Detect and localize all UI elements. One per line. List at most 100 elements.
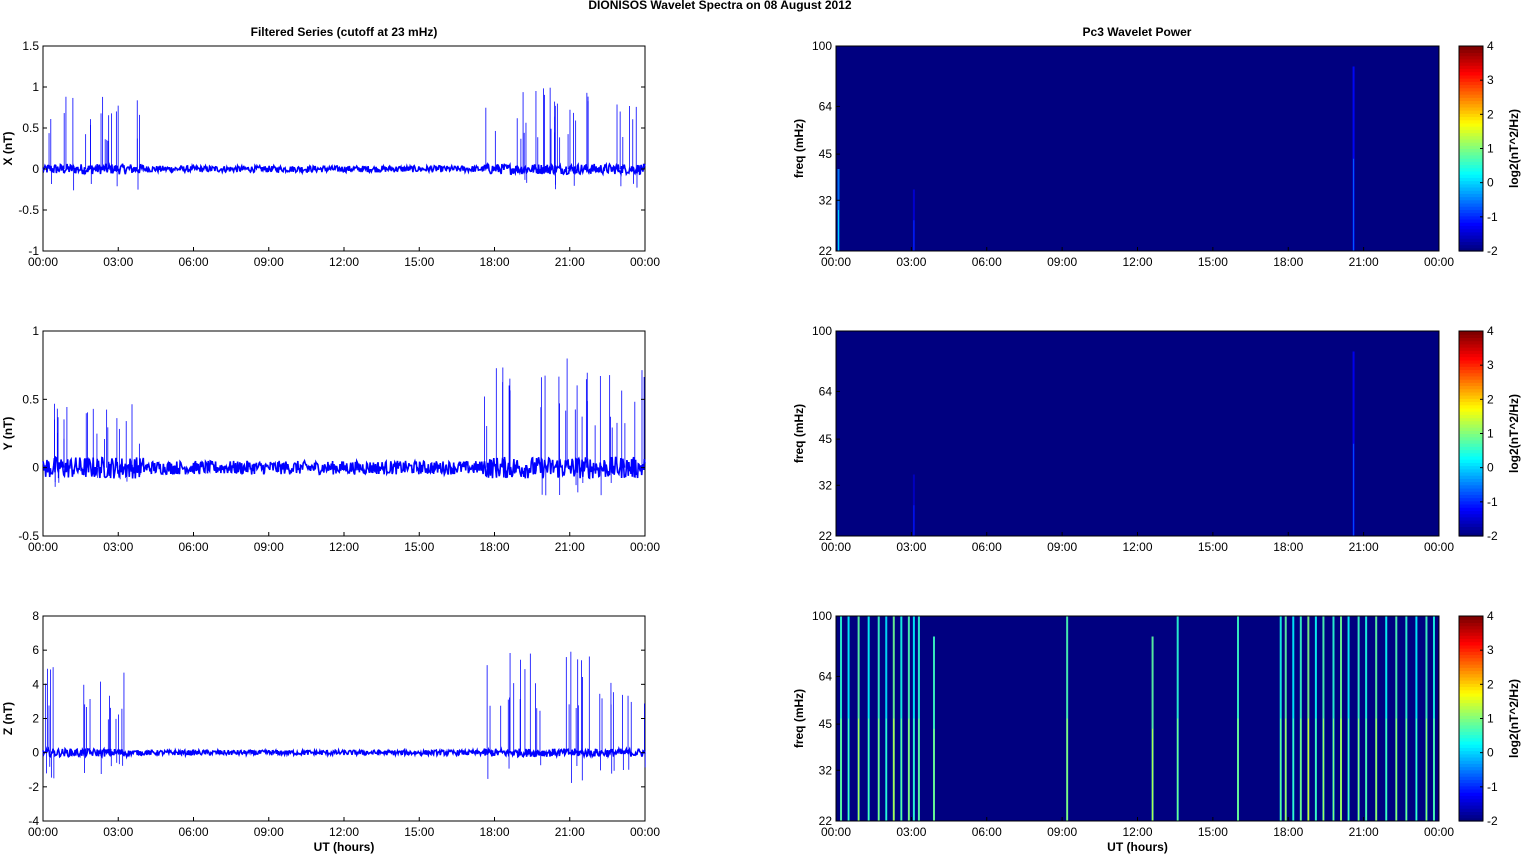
noise-line <box>42 745 646 760</box>
colorbar-segment <box>1459 702 1483 707</box>
ytick-label: 22 <box>819 529 833 543</box>
wavelet-xtick-label: 06:00 <box>972 825 1002 839</box>
colorbar-segment <box>1459 436 1483 441</box>
colorbar-segment <box>1459 46 1483 50</box>
series-xtick-label: 21:00 <box>555 255 585 269</box>
colorbar-segment <box>1459 177 1483 182</box>
wavelet-xlabel: UT (hours) <box>1107 840 1168 854</box>
power-streak-core <box>1385 718 1387 821</box>
series-xtick-label: 06:00 <box>178 825 208 839</box>
colorbar-label: log2(nT^2/Hz) <box>1507 109 1521 188</box>
power-streak-core <box>1353 443 1355 536</box>
wavelet-xtick-label: 12:00 <box>1122 255 1152 269</box>
colorbar-segment <box>1459 532 1483 537</box>
colorbar-segment <box>1459 516 1483 521</box>
ytick-label: 45 <box>819 717 833 731</box>
colorbar-segment <box>1459 369 1483 374</box>
colorbar-segment <box>1459 728 1483 732</box>
colorbar-segment <box>1459 686 1483 691</box>
colorbar-segment <box>1459 209 1483 214</box>
series-xtick-label: 21:00 <box>555 540 585 554</box>
colorbar-segment <box>1459 420 1483 425</box>
colorbar-label: log2(nT^2/Hz) <box>1507 679 1521 758</box>
colorbar-segment <box>1459 161 1483 166</box>
colorbar-segment <box>1459 811 1483 816</box>
wavelet-xtick-label: 15:00 <box>1198 255 1228 269</box>
colorbar-segment <box>1459 366 1483 371</box>
colorbar-segment <box>1459 430 1483 435</box>
colorbar-segment <box>1459 750 1483 755</box>
colorbar-tick-label: 3 <box>1487 643 1494 657</box>
series-xtick-label: 09:00 <box>254 540 284 554</box>
colorbar-tick-label: -1 <box>1487 780 1498 794</box>
colorbar-segment <box>1459 651 1483 656</box>
ytick-label: 100 <box>812 324 832 338</box>
colorbar-segment <box>1459 443 1483 447</box>
power-streak-core <box>1405 718 1407 821</box>
wavelet-xtick-label: 15:00 <box>1198 540 1228 554</box>
power-streak-core <box>1358 718 1360 821</box>
colorbar-segment <box>1459 616 1483 620</box>
series-xtick-label: 00:00 <box>630 255 660 269</box>
colorbar-segment <box>1459 459 1483 463</box>
colorbar-segment <box>1459 657 1483 662</box>
power-streak-core <box>1322 718 1324 821</box>
heatmap-background <box>836 331 1439 536</box>
colorbar-segment <box>1459 142 1483 146</box>
colorbar: -2 -1 0 1 2 3 4 log2(nT^2/Hz) <box>1458 324 1521 543</box>
colorbar-segment <box>1459 222 1483 226</box>
colorbar-segment <box>1459 465 1483 470</box>
series-xtick-label: 00:00 <box>28 825 58 839</box>
wavelet-xtick-label: 00:00 <box>821 255 851 269</box>
colorbar-segment <box>1459 183 1483 188</box>
colorbar-segment <box>1459 792 1483 796</box>
colorbar-segment <box>1459 411 1483 415</box>
colorbar-segment <box>1459 238 1483 242</box>
colorbar-segment <box>1459 119 1483 124</box>
figure-suptitle: DIONISOS Wavelet Spectra on 08 August 20… <box>588 0 852 12</box>
colorbar-segment <box>1459 423 1483 428</box>
series-xtick-label: 03:00 <box>103 540 133 554</box>
colorbar-segment <box>1459 94 1483 98</box>
colorbar-segment <box>1459 712 1483 716</box>
left-column-title: Filtered Series (cutoff at 23 mHz) <box>251 25 438 39</box>
power-streak-core <box>913 505 915 536</box>
ytick-label: 32 <box>819 478 833 492</box>
power-streak-core <box>868 718 870 821</box>
wavelet-xtick-label: 15:00 <box>1198 825 1228 839</box>
colorbar-segment <box>1459 753 1483 758</box>
ytick-label: 1 <box>32 80 39 94</box>
colorbar-tick-label: -1 <box>1487 495 1498 509</box>
power-streak-core <box>840 718 842 821</box>
colorbar-segment <box>1459 87 1483 92</box>
ytick-label: 0 <box>32 162 39 176</box>
colorbar-segment <box>1459 644 1483 649</box>
colorbar-segment <box>1459 190 1483 194</box>
wavelet-xtick-label: 09:00 <box>1047 825 1077 839</box>
colorbar-segment <box>1459 206 1483 210</box>
colorbar-segment <box>1459 673 1483 678</box>
colorbar-segment <box>1459 503 1483 508</box>
colorbar-segment <box>1459 638 1483 643</box>
series-xtick-label: 12:00 <box>329 540 359 554</box>
colorbar-segment <box>1459 244 1483 249</box>
colorbar-segment <box>1459 484 1483 489</box>
colorbar-segment <box>1459 97 1483 102</box>
series-xtick-label: 18:00 <box>479 255 509 269</box>
ytick-label: -1 <box>28 244 39 258</box>
colorbar-segment <box>1459 507 1483 511</box>
power-streak-core <box>1066 718 1068 821</box>
ytick-label: 22 <box>819 814 833 828</box>
ytick-label: 32 <box>819 193 833 207</box>
colorbar-segment <box>1459 135 1483 140</box>
series-ylabel: Z (nT) <box>1 702 15 735</box>
colorbar-segment <box>1459 334 1483 339</box>
wavelet-ylabel: freq (mHz) <box>792 689 806 748</box>
colorbar-segment <box>1459 433 1483 438</box>
power-streak-core <box>1315 718 1317 821</box>
ytick-label: 2 <box>32 712 39 726</box>
colorbar-segment <box>1459 106 1483 111</box>
colorbar-segment <box>1459 427 1483 431</box>
colorbar-segment <box>1459 452 1483 457</box>
